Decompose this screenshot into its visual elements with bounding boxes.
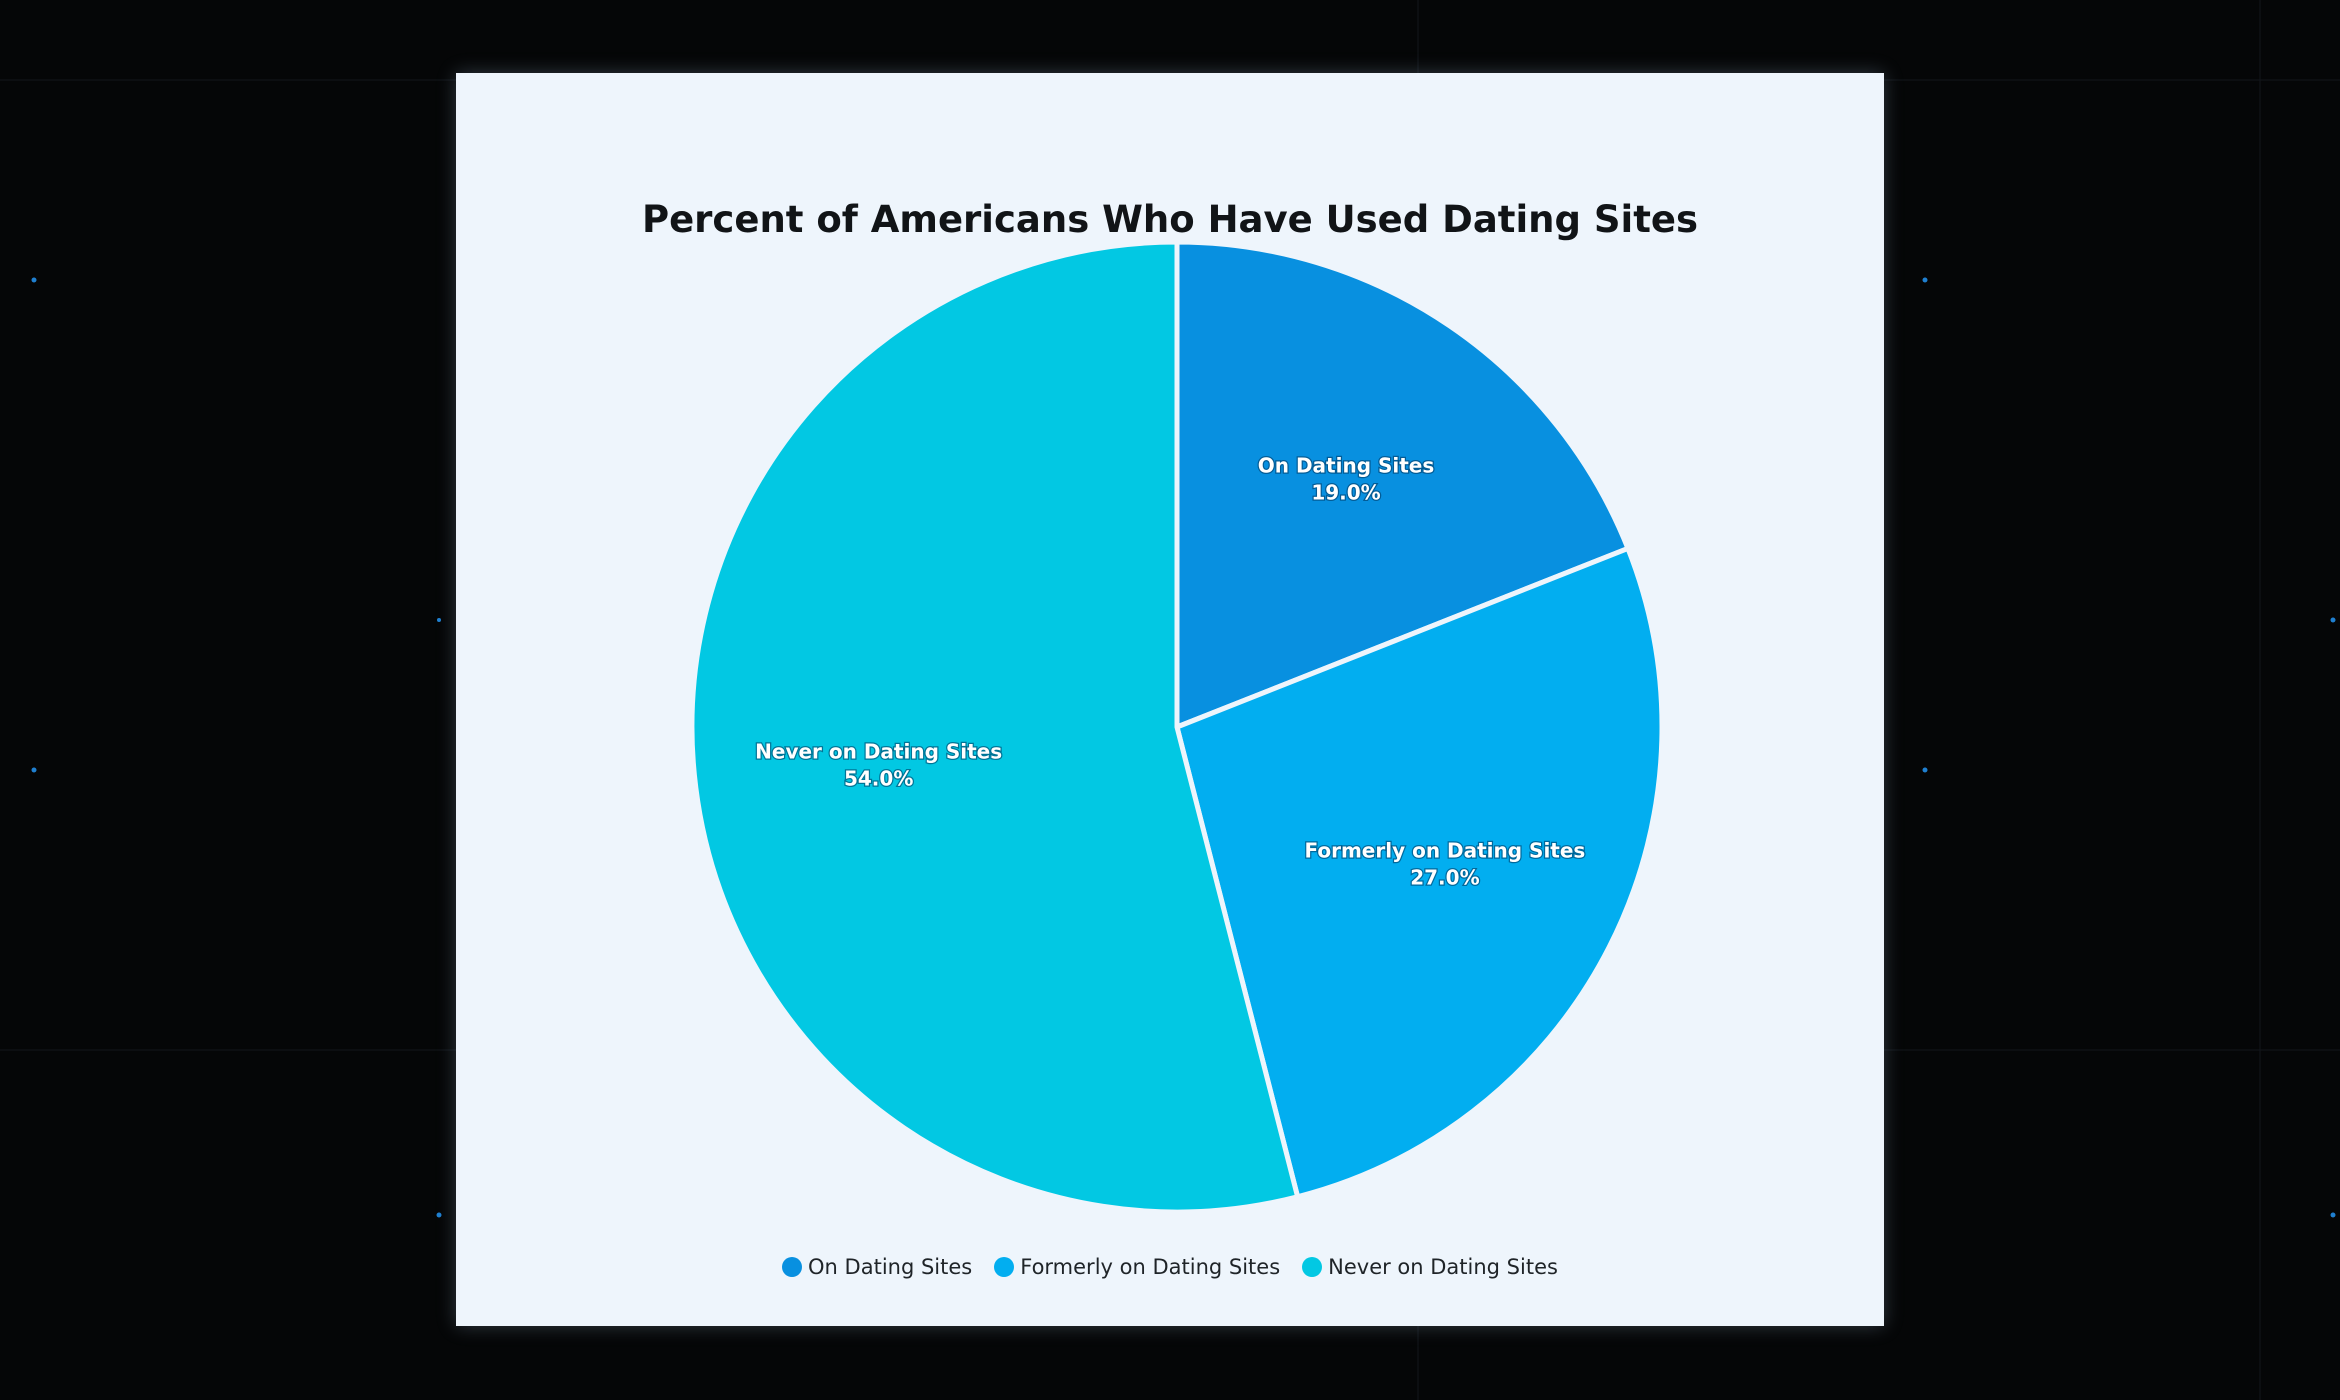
chart-title: Percent of Americans Who Have Used Datin… <box>641 198 1699 241</box>
slice-label-on-dating-sites: On Dating Sites <box>1258 453 1435 477</box>
legend-item-formerly-on-dating-sites[interactable]: Formerly on Dating Sites <box>994 1255 1280 1279</box>
legend-label: Never on Dating Sites <box>1328 1255 1558 1279</box>
slice-value-formerly-on-dating-sites: 27.0% <box>1410 866 1479 890</box>
pie-slice-never-on-dating-sites[interactable] <box>689 239 1301 1215</box>
legend-label: Formerly on Dating Sites <box>1020 1255 1281 1279</box>
slice-value-never-on-dating-sites: 54.0% <box>844 767 913 791</box>
pie-slice-formerly-on-dating-sites[interactable] <box>1174 545 1665 1200</box>
legend-item-on-dating-sites[interactable]: On Dating Sites <box>782 1255 972 1279</box>
pie-slice-on-dating-sites[interactable] <box>1174 239 1631 730</box>
legend-label: On Dating Sites <box>808 1255 973 1279</box>
legend-item-never-on-dating-sites[interactable]: Never on Dating Sites <box>1302 1255 1558 1279</box>
slice-value-on-dating-sites: 19.0% <box>1311 480 1380 504</box>
chart-legend: On Dating Sites Formerly on Dating Sites N… <box>0 1255 2340 1279</box>
slice-label-formerly-on-dating-sites: Formerly on Dating Sites <box>1305 839 1586 863</box>
legend-marker-icon <box>782 1257 803 1277</box>
legend-marker-icon <box>994 1257 1015 1277</box>
legend-marker-icon <box>1302 1257 1323 1277</box>
slice-label-never-on-dating-sites: Never on Dating Sites <box>755 740 1002 764</box>
